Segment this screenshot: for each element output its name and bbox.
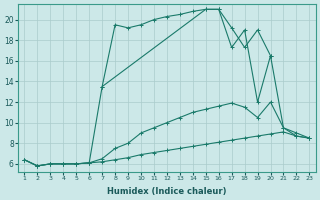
X-axis label: Humidex (Indice chaleur): Humidex (Indice chaleur) bbox=[107, 187, 227, 196]
